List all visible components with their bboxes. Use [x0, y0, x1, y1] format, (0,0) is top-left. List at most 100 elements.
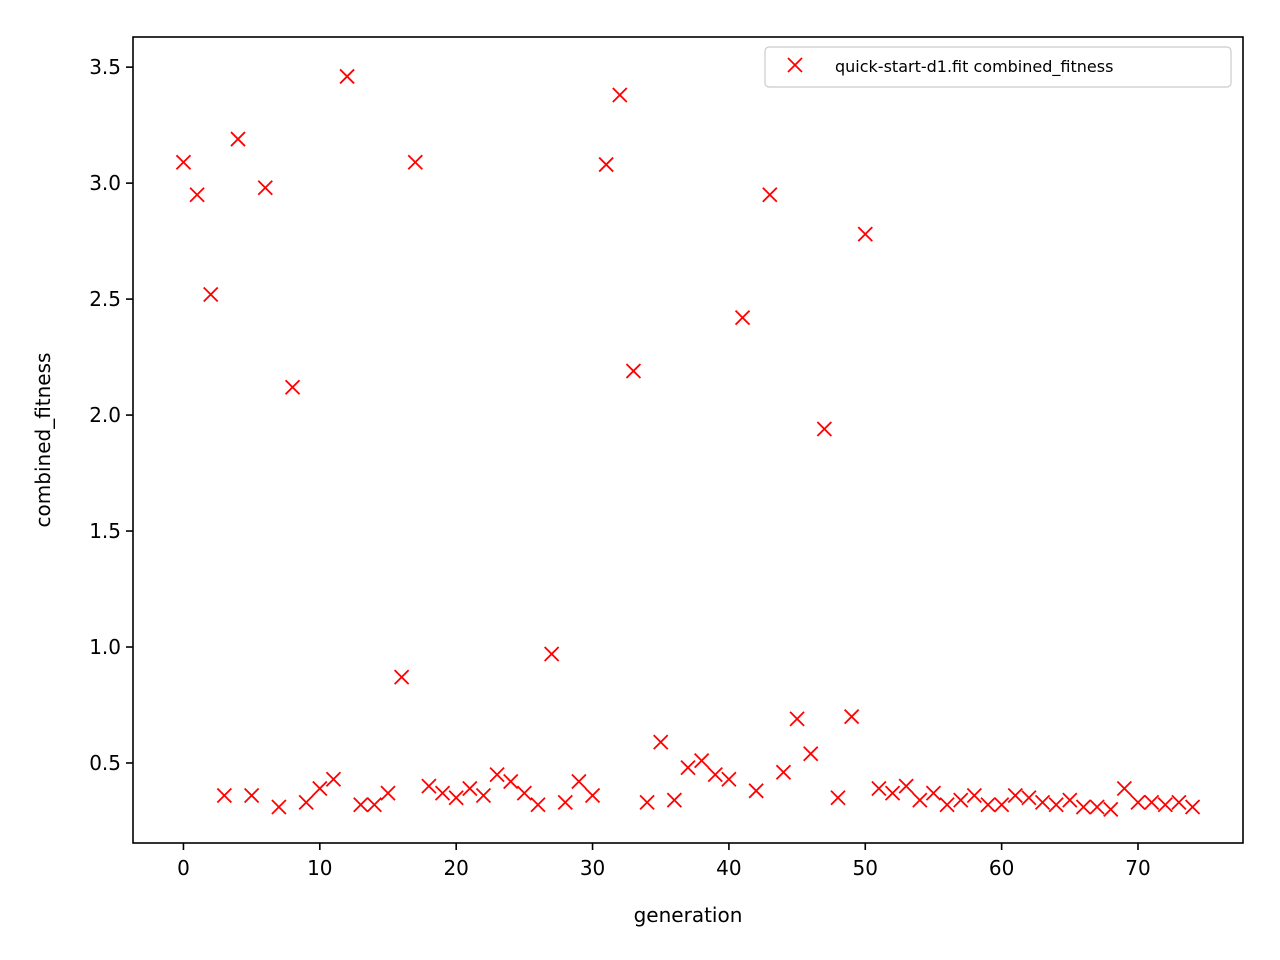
x-axis-label: generation: [634, 903, 743, 927]
data-point: [571, 773, 587, 790]
data-point: [462, 780, 478, 797]
data-point: [1089, 799, 1105, 815]
data-point: [966, 787, 983, 804]
data-point: [284, 379, 301, 395]
data-point: [625, 363, 642, 379]
data-point: [1075, 799, 1092, 815]
data-point: [871, 780, 887, 797]
x-tick-label: 30: [580, 856, 605, 880]
y-tick-label: 3.0: [89, 171, 121, 195]
data-point: [939, 797, 955, 813]
data-point: [980, 797, 996, 813]
x-axis: 0 10 20 30 40 50 60 70: [177, 843, 1151, 880]
data-point: [312, 780, 328, 797]
plot-frame: [132, 36, 1244, 844]
data-point: [612, 87, 628, 103]
data-point: [407, 154, 423, 170]
x-tick-label: 0: [177, 856, 190, 880]
y-tick-label: 0.5: [89, 751, 121, 775]
data-point: [816, 421, 833, 437]
data-point: [993, 797, 1010, 813]
data-point: [1007, 787, 1023, 804]
data-point: [516, 785, 533, 801]
data-point: [339, 68, 355, 85]
data-point: [734, 310, 751, 326]
data-point: [1103, 801, 1119, 818]
data-point: [598, 156, 614, 173]
data-point: [1034, 794, 1051, 811]
legend: quick-start-d1.fit combined_fitness: [764, 46, 1232, 88]
data-point: [1157, 797, 1173, 813]
data-point: [271, 799, 287, 815]
y-axis: 0.5 1.0 1.5 2.0 2.5 3.0 3.5: [89, 55, 133, 775]
data-point: [475, 787, 492, 804]
x-tick-label: 50: [853, 856, 878, 880]
data-point: [775, 764, 792, 780]
data-point: [653, 734, 669, 750]
data-point: [707, 766, 723, 783]
data-point: [175, 154, 192, 170]
data-point: [680, 759, 696, 776]
y-tick-label: 1.0: [89, 635, 121, 659]
data-point: [898, 778, 914, 794]
data-point: [639, 794, 655, 811]
y-tick-label: 1.5: [89, 519, 121, 543]
data-point: [1021, 790, 1037, 806]
data-point: [1130, 794, 1146, 811]
data-point: [1171, 794, 1187, 811]
data-point: [421, 778, 437, 794]
data-point: [298, 794, 314, 811]
data-point: [721, 771, 737, 787]
y-axis-label: combined_fitness: [31, 353, 55, 528]
data-point: [912, 792, 928, 808]
data-point: [243, 787, 260, 804]
data-point: [216, 787, 233, 804]
data-point: [1143, 794, 1160, 811]
data-point: [366, 797, 383, 813]
data-point: [543, 646, 560, 662]
data-point: [1184, 799, 1201, 815]
data-point: [843, 708, 860, 725]
data-point: [884, 785, 901, 801]
data-point: [584, 787, 601, 804]
data-markers: [175, 68, 1201, 818]
data-point: [434, 785, 451, 801]
x-tick-label: 40: [716, 856, 741, 880]
legend-entry-label: quick-start-d1.fit combined_fitness: [835, 57, 1113, 77]
x-tick-label: 10: [307, 856, 332, 880]
data-point: [489, 766, 505, 783]
data-point: [953, 792, 969, 808]
data-point: [230, 131, 246, 147]
data-point: [762, 187, 778, 203]
data-point: [203, 286, 219, 303]
data-point: [557, 794, 573, 811]
data-point: [353, 797, 369, 813]
legend-marker-icon: [787, 57, 803, 73]
x-tick-label: 70: [1125, 856, 1150, 880]
legend-box: [764, 46, 1232, 88]
data-point: [1048, 797, 1064, 813]
data-point: [857, 226, 873, 242]
y-tick-label: 2.0: [89, 403, 121, 427]
data-point: [1116, 780, 1133, 797]
data-point: [393, 669, 410, 685]
data-point: [748, 783, 764, 799]
y-tick-label: 3.5: [89, 55, 121, 79]
data-point: [189, 187, 205, 203]
data-point: [325, 771, 342, 787]
data-point: [789, 711, 805, 727]
data-point: [693, 753, 710, 769]
x-tick-label: 60: [989, 856, 1014, 880]
data-point: [666, 792, 683, 808]
data-point: [257, 180, 273, 196]
data-point: [380, 785, 396, 801]
data-point: [503, 773, 519, 790]
data-point: [1062, 792, 1078, 808]
y-tick-label: 2.5: [89, 287, 121, 311]
data-point: [530, 797, 546, 813]
data-point: [448, 790, 464, 806]
data-point: [830, 790, 846, 806]
data-point: [803, 746, 819, 762]
